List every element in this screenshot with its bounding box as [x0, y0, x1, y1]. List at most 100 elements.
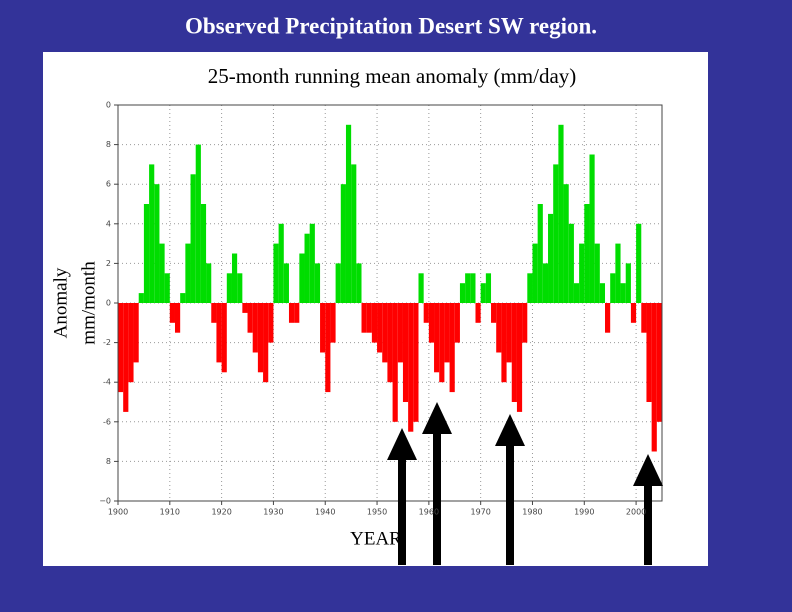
bar — [636, 223, 642, 303]
bar — [615, 243, 621, 303]
bar — [169, 303, 175, 323]
arrow-shaft — [433, 432, 441, 565]
bar — [625, 263, 631, 303]
bar — [387, 303, 393, 383]
bar — [190, 174, 196, 303]
bar — [548, 213, 554, 303]
y-tick-label: -2 — [103, 338, 111, 347]
y-tick-label: 0 — [106, 299, 111, 308]
bar — [439, 303, 445, 383]
bar — [351, 164, 357, 303]
bar — [444, 303, 450, 363]
arrow-shaft — [398, 458, 406, 565]
y-tick-label: 8 — [106, 140, 111, 149]
bar — [377, 303, 383, 353]
x-tick-label: 1910 — [160, 508, 180, 517]
bar — [605, 303, 611, 333]
bar — [454, 303, 460, 343]
bar — [610, 273, 616, 303]
bar — [185, 243, 191, 303]
bar — [532, 243, 538, 303]
bar — [423, 303, 429, 323]
x-tick-label: 1990 — [574, 508, 594, 517]
x-tick-label: 1970 — [470, 508, 490, 517]
bar — [522, 303, 528, 343]
bar — [568, 223, 574, 303]
bar — [309, 223, 315, 303]
bar — [330, 303, 336, 343]
bar — [594, 243, 600, 303]
bar — [294, 303, 300, 323]
bar — [268, 303, 274, 343]
arrow-head — [495, 414, 525, 446]
bar — [340, 184, 346, 303]
bar — [646, 303, 652, 402]
bar — [278, 223, 284, 303]
bar — [118, 303, 124, 393]
bar — [252, 303, 258, 353]
bar — [465, 273, 471, 303]
bar — [180, 293, 186, 303]
y-tick-label: -6 — [103, 417, 111, 426]
bar — [226, 273, 232, 303]
bar — [418, 273, 424, 303]
y-tick-label: 2 — [106, 259, 111, 268]
bar — [174, 303, 181, 333]
bar — [511, 303, 517, 402]
bar — [599, 283, 606, 303]
bar — [361, 303, 367, 333]
arrow-head — [387, 428, 417, 460]
x-tick-label: 1930 — [263, 508, 283, 517]
bar — [164, 273, 170, 303]
bar — [480, 283, 486, 303]
bar — [288, 303, 295, 323]
x-tick-label: 1950 — [367, 508, 387, 517]
bar — [589, 154, 595, 303]
bar — [345, 124, 352, 303]
bar — [506, 303, 512, 363]
bar — [501, 303, 507, 383]
bar — [195, 144, 201, 303]
bar — [216, 303, 222, 363]
x-tick-label: 1900 — [108, 508, 128, 517]
bar — [231, 253, 238, 303]
bar — [459, 283, 466, 303]
bar — [553, 164, 559, 303]
bar — [123, 303, 129, 412]
arrow-shaft — [506, 444, 514, 565]
bar — [382, 303, 388, 363]
x-tick-label: 2000 — [626, 508, 646, 517]
bar — [496, 303, 502, 353]
bar — [371, 303, 378, 343]
bar — [527, 273, 533, 303]
arrow-head — [422, 402, 452, 434]
bar — [537, 204, 543, 303]
bar — [656, 303, 662, 422]
bar — [630, 303, 637, 323]
bar — [397, 303, 403, 363]
bar — [138, 293, 144, 303]
bar — [408, 303, 414, 432]
bar — [200, 204, 207, 303]
bar — [620, 283, 626, 303]
arrows — [387, 402, 663, 565]
arrow-shaft — [644, 484, 652, 565]
bar — [470, 273, 476, 303]
bar — [356, 263, 362, 303]
bar — [211, 303, 217, 323]
bar — [304, 233, 310, 303]
y-axis-label: Anomaly — [50, 267, 71, 338]
bar — [402, 303, 409, 402]
bar — [320, 303, 326, 353]
bar — [221, 303, 227, 373]
bar — [154, 184, 160, 303]
y-tick-label: 4 — [106, 219, 111, 228]
bar — [206, 263, 212, 303]
chart-title: Observed Precipitation Desert SW region. — [185, 13, 597, 38]
x-tick-label: 1980 — [522, 508, 542, 517]
bar — [516, 303, 523, 412]
bar — [128, 303, 134, 383]
y-tick-label: 0 — [106, 101, 111, 110]
x-axis-label: YEAR — [350, 528, 402, 549]
